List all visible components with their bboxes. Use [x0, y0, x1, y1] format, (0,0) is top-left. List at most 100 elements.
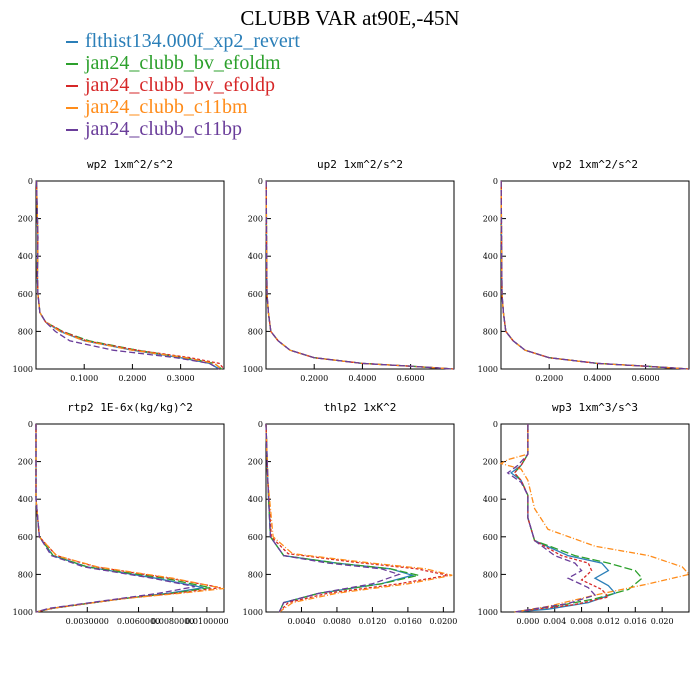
- y-tick-label: 400: [248, 252, 263, 261]
- y-tick-label: 600: [18, 533, 33, 542]
- series-line: [265, 180, 455, 370]
- x-tick-label: 0.012: [597, 617, 620, 626]
- y-tick-label: 600: [483, 533, 498, 542]
- series-line: [35, 180, 225, 370]
- panel-title: up2 1xm^2/s^2: [317, 158, 403, 171]
- series-line: [35, 180, 220, 370]
- y-tick-label: 1000: [478, 608, 498, 617]
- series-line: [35, 180, 220, 370]
- plot-frame: [265, 180, 455, 370]
- y-tick-label: 200: [483, 458, 498, 467]
- x-tick-label: 0.4000: [583, 374, 611, 383]
- y-tick-label: 0: [493, 420, 498, 429]
- series-line: [265, 423, 453, 613]
- y-tick-label: 600: [18, 290, 33, 299]
- y-tick-label: 0: [258, 177, 263, 186]
- legend-label: jan24_clubb_c11bm: [85, 95, 248, 118]
- x-tick-label: 0.0120: [358, 617, 386, 626]
- y-tick-label: 1000: [243, 608, 263, 617]
- x-tick-label: 0.2000: [300, 374, 328, 383]
- y-tick-label: 1000: [13, 365, 33, 374]
- y-tick-label: 200: [483, 215, 498, 224]
- series-line: [265, 423, 448, 613]
- x-tick-label: 0.2000: [535, 374, 563, 383]
- y-tick-label: 0: [258, 420, 263, 429]
- panel-title: thlp2 1xK^2: [324, 401, 397, 414]
- x-tick-label: 0.016: [624, 617, 647, 626]
- panel-title: vp2 1xm^2/s^2: [552, 158, 638, 171]
- series-line: [35, 424, 196, 613]
- series-line: [265, 180, 455, 370]
- series-line: [506, 424, 597, 613]
- legend-item: jan24_clubb_c11bm: [66, 96, 300, 118]
- legend-label: flthist134.000f_xp2_revert: [85, 29, 300, 52]
- plot-frame: [35, 180, 225, 370]
- legend-swatch: [66, 107, 78, 109]
- legend-item: jan24_clubb_c11bp: [66, 118, 300, 140]
- x-tick-label: 0.008: [570, 617, 593, 626]
- y-tick-label: 400: [483, 495, 498, 504]
- y-tick-label: 200: [248, 215, 263, 224]
- series-line: [265, 180, 455, 370]
- x-tick-label: 0.0200: [429, 617, 457, 626]
- x-tick-label: 0.0040: [287, 617, 315, 626]
- x-tick-label: 0.3000: [167, 374, 195, 383]
- y-tick-label: 200: [18, 458, 33, 467]
- x-tick-label: 0.020: [651, 617, 674, 626]
- plot-frame: [35, 423, 225, 613]
- chart-panel: rtp2 1E-6x(kg/kg)^2 0 200 400 600 800 1000 0.00…: [13, 401, 229, 626]
- x-tick-label: 0.2000: [118, 374, 146, 383]
- x-tick-label: 0.004: [543, 617, 566, 626]
- y-tick-label: 600: [248, 290, 263, 299]
- series-line: [513, 424, 610, 613]
- y-tick-label: 800: [483, 327, 498, 336]
- x-tick-label: 0.0100000: [185, 617, 228, 626]
- legend-label: jan24_clubb_c11bp: [85, 117, 243, 140]
- series-line: [500, 180, 690, 370]
- x-tick-label: 0.6000: [397, 374, 425, 383]
- legend-item: flthist134.000f_xp2_revert: [66, 30, 300, 52]
- legend-swatch: [66, 85, 78, 87]
- series-line: [265, 423, 402, 613]
- chart-panel: vp2 1xm^2/s^2 0 200 400 600 800 1000 0.2000 0.40…: [478, 158, 690, 383]
- y-tick-label: 1000: [478, 365, 498, 374]
- x-tick-label: 0.0060000: [117, 617, 160, 626]
- legend-item: jan24_clubb_bv_efoldp: [66, 74, 300, 96]
- panel-title: rtp2 1E-6x(kg/kg)^2: [67, 401, 193, 414]
- plot-frame: [265, 423, 455, 613]
- legend-label: jan24_clubb_bv_efoldp: [85, 73, 275, 96]
- legend-label: jan24_clubb_bv_efoldm: [85, 51, 281, 74]
- y-tick-label: 0: [28, 177, 33, 186]
- series-line: [265, 180, 455, 370]
- legend-swatch: [66, 129, 78, 131]
- chart-panel: wp2 1xm^2/s^2 0 200 400 600 800 1000 0.1000 0.20…: [13, 158, 225, 383]
- plot-frame: [500, 180, 690, 370]
- chart-main-title: CLUBB VAR at90E,-45N: [240, 6, 460, 30]
- x-tick-label: 0.1000: [70, 374, 98, 383]
- x-tick-label: 0.0030000: [66, 617, 109, 626]
- y-tick-label: 400: [18, 252, 33, 261]
- series-line: [35, 424, 225, 613]
- x-tick-label: 0.000: [516, 617, 539, 626]
- y-tick-label: 800: [18, 570, 33, 579]
- x-tick-label: 0.0080: [323, 617, 351, 626]
- y-tick-label: 200: [18, 215, 33, 224]
- y-tick-label: 1000: [243, 365, 263, 374]
- series-line: [500, 180, 690, 370]
- y-tick-label: 400: [483, 252, 498, 261]
- legend: flthist134.000f_xp2_revert jan24_clubb_b…: [66, 30, 300, 140]
- series-line: [500, 180, 690, 370]
- series-line: [35, 180, 222, 370]
- y-tick-label: 800: [248, 570, 263, 579]
- legend-swatch: [66, 63, 78, 65]
- y-tick-label: 400: [248, 495, 263, 504]
- plot-frame: [500, 423, 690, 613]
- series-line: [35, 180, 222, 370]
- y-tick-label: 800: [248, 327, 263, 336]
- chart-panel: up2 1xm^2/s^2 0 200 400 600 800 1000 0.2000 0.40…: [243, 158, 455, 383]
- y-tick-label: 400: [18, 495, 33, 504]
- panel-title: wp3 1xm^3/s^3: [552, 401, 638, 414]
- y-tick-label: 200: [248, 458, 263, 467]
- series-line: [510, 424, 617, 613]
